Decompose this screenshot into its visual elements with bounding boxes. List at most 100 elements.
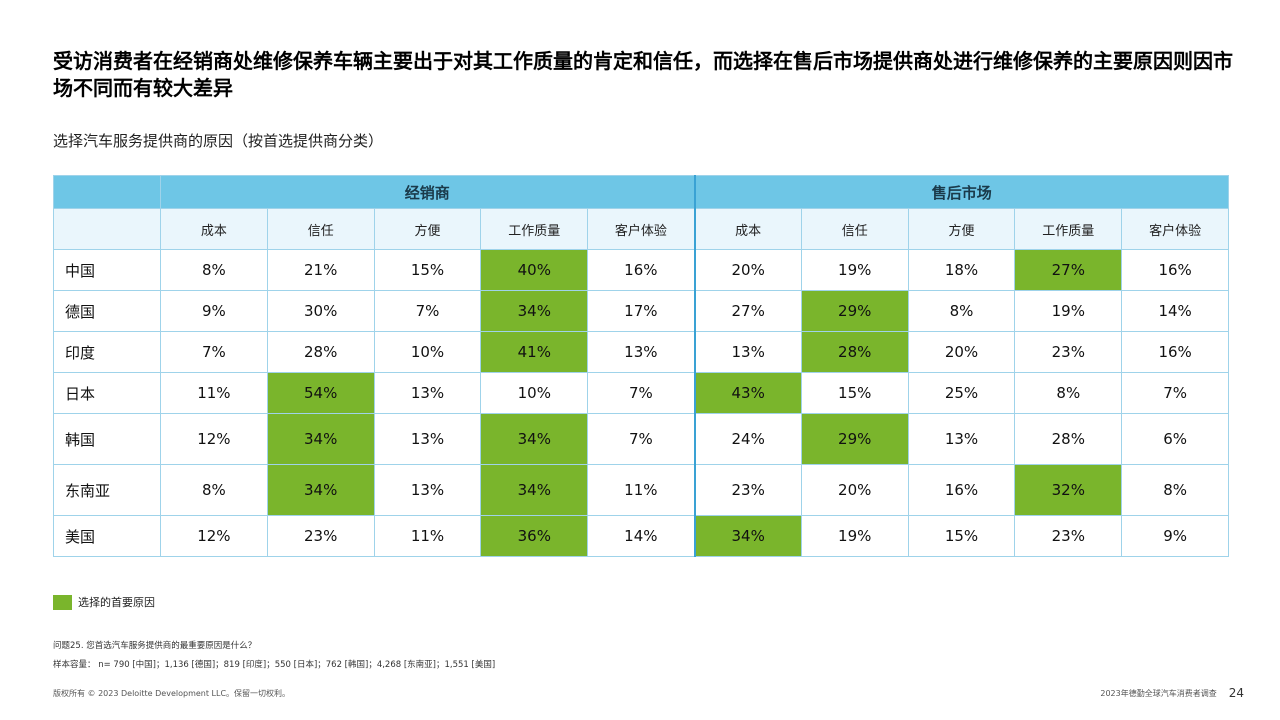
- value-cell: 30%: [266, 290, 375, 332]
- country-label: 美国: [53, 515, 161, 557]
- value-cell: 13%: [587, 331, 696, 373]
- table-row: 日本 11% 54% 13% 10% 7% 43% 15% 25% 8% 7%: [53, 372, 1230, 414]
- value-cell: 23%: [266, 515, 375, 557]
- page-title: 受访消费者在经销商处维修保养车辆主要出于对其工作质量的肯定和信任，而选择在售后市…: [53, 49, 1233, 100]
- group-header-aftermarket: 售后市场: [693, 175, 1230, 209]
- value-cell: 19%: [800, 249, 909, 291]
- table-body: 中国 8% 21% 15% 40% 16% 20% 19% 18% 27% 16% 德国 9% 30% 7%…: [53, 249, 1230, 557]
- country-label: 中国: [53, 249, 161, 291]
- value-cell: 9%: [160, 290, 268, 332]
- value-cell: 12%: [160, 413, 268, 465]
- value-cell: 54%: [266, 372, 375, 414]
- value-cell: 34%: [266, 464, 375, 516]
- value-cell: 16%: [1121, 331, 1230, 373]
- value-cell: 8%: [1121, 464, 1230, 516]
- value-cell: 29%: [800, 413, 909, 465]
- value-cell: 7%: [587, 372, 696, 414]
- question-note: 问题25. 您首选汽车服务提供商的最重要原因是什么？: [53, 641, 257, 651]
- value-cell: 7%: [160, 331, 268, 373]
- value-cell: 16%: [907, 464, 1016, 516]
- column-header-corner: [53, 208, 161, 250]
- value-cell: 27%: [693, 290, 802, 332]
- column-header: 客户体验: [587, 208, 696, 250]
- value-cell: 8%: [1014, 372, 1123, 414]
- value-cell: 16%: [587, 249, 696, 291]
- value-cell: 11%: [587, 464, 696, 516]
- column-header-row: 成本 信任 方便 工作质量 客户体验 成本 信任 方便 工作质量 客户体验: [53, 208, 1230, 250]
- value-cell: 13%: [373, 464, 482, 516]
- value-cell: 40%: [480, 249, 589, 291]
- value-cell: 27%: [1014, 249, 1123, 291]
- legend-label: 选择的首要原因: [78, 596, 155, 609]
- value-cell: 19%: [800, 515, 909, 557]
- value-cell: 34%: [266, 413, 375, 465]
- table-row: 韩国 12% 34% 13% 34% 7% 24% 29% 13% 28% 6%: [53, 413, 1230, 465]
- legend-swatch: [53, 594, 72, 610]
- country-label: 日本: [53, 372, 161, 414]
- value-cell: 23%: [1014, 331, 1123, 373]
- value-cell: 9%: [1121, 515, 1230, 557]
- value-cell: 15%: [373, 249, 482, 291]
- value-cell: 6%: [1121, 413, 1230, 465]
- value-cell: 13%: [693, 331, 802, 373]
- value-cell: 34%: [480, 413, 589, 465]
- reasons-table: 经销商 售后市场 成本 信任 方便 工作质量 客户体验 成本 信任 方便 工作质量 客户体验 中国…: [53, 175, 1230, 557]
- value-cell: 17%: [587, 290, 696, 332]
- legend: 选择的首要原因: [53, 594, 155, 610]
- footer-source: 2023年德勤全球汽车消费者调查: [1100, 688, 1217, 698]
- copyright: 版权所有 © 2023 Deloitte Development LLC。保留一…: [53, 689, 291, 698]
- column-header: 客户体验: [1121, 208, 1230, 250]
- value-cell: 8%: [160, 464, 268, 516]
- column-header: 工作质量: [1014, 208, 1123, 250]
- value-cell: 20%: [907, 331, 1016, 373]
- value-cell: 16%: [1121, 249, 1230, 291]
- country-label: 东南亚: [53, 464, 161, 516]
- value-cell: 29%: [800, 290, 909, 332]
- value-cell: 10%: [480, 372, 589, 414]
- group-header-dealer: 经销商: [159, 175, 696, 209]
- value-cell: 43%: [693, 372, 802, 414]
- value-cell: 32%: [1014, 464, 1123, 516]
- country-label: 印度: [53, 331, 161, 373]
- value-cell: 19%: [1014, 290, 1123, 332]
- value-cell: 34%: [480, 464, 589, 516]
- value-cell: 7%: [373, 290, 482, 332]
- value-cell: 11%: [160, 372, 268, 414]
- value-cell: 20%: [800, 464, 909, 516]
- chart-subtitle: 选择汽车服务提供商的原因（按首选提供商分类）: [53, 132, 384, 150]
- value-cell: 15%: [800, 372, 909, 414]
- value-cell: 28%: [800, 331, 909, 373]
- value-cell: 34%: [693, 515, 802, 557]
- value-cell: 21%: [266, 249, 375, 291]
- value-cell: 28%: [1014, 413, 1123, 465]
- value-cell: 34%: [480, 290, 589, 332]
- value-cell: 7%: [587, 413, 696, 465]
- value-cell: 20%: [693, 249, 802, 291]
- column-header: 成本: [693, 208, 802, 250]
- value-cell: 23%: [1014, 515, 1123, 557]
- table-row: 印度 7% 28% 10% 41% 13% 13% 28% 20% 23% 16%: [53, 331, 1230, 373]
- group-header-row: 经销商 售后市场: [53, 175, 1230, 209]
- value-cell: 25%: [907, 372, 1016, 414]
- footer-right: 2023年德勤全球汽车消费者调查 24: [1100, 686, 1244, 700]
- column-header: 信任: [800, 208, 909, 250]
- value-cell: 13%: [373, 372, 482, 414]
- country-label: 德国: [53, 290, 161, 332]
- column-header: 信任: [266, 208, 375, 250]
- value-cell: 10%: [373, 331, 482, 373]
- table-row: 德国 9% 30% 7% 34% 17% 27% 29% 8% 19% 14%: [53, 290, 1230, 332]
- column-header: 工作质量: [480, 208, 589, 250]
- value-cell: 13%: [907, 413, 1016, 465]
- value-cell: 14%: [587, 515, 696, 557]
- page-number: 24: [1228, 686, 1244, 700]
- value-cell: 41%: [480, 331, 589, 373]
- sample-size-note: 样本容量： n= 790 [中国]；1,136 [德国]；819 [印度]；55…: [53, 660, 496, 670]
- value-cell: 7%: [1121, 372, 1230, 414]
- column-header: 方便: [907, 208, 1016, 250]
- value-cell: 36%: [480, 515, 589, 557]
- table-row: 美国 12% 23% 11% 36% 14% 34% 19% 15% 23% 9%: [53, 515, 1230, 557]
- table-row: 中国 8% 21% 15% 40% 16% 20% 19% 18% 27% 16%: [53, 249, 1230, 291]
- column-header: 成本: [160, 208, 268, 250]
- value-cell: 23%: [693, 464, 802, 516]
- value-cell: 12%: [160, 515, 268, 557]
